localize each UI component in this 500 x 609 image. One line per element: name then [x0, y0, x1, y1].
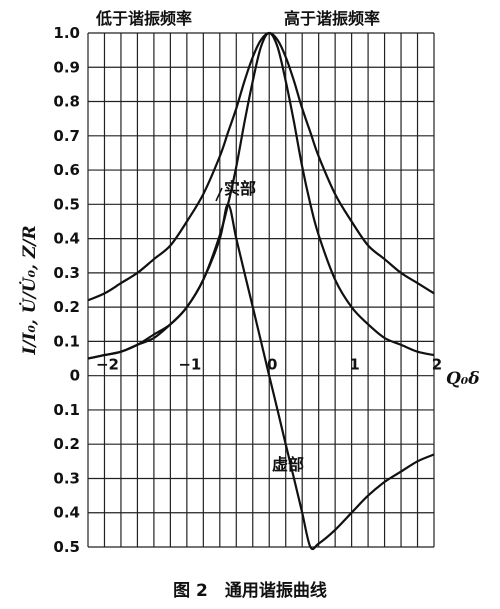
- real-part-leader: [215, 187, 223, 202]
- grid: [87, 32, 435, 548]
- y-tick-label-3: 0.7: [53, 127, 80, 145]
- x-tick-label-3: 1: [349, 356, 359, 374]
- y-tick-label-8: 0.2: [53, 298, 80, 316]
- series-line-0: [87, 31, 435, 302]
- y-tick-label-15: 0.5: [53, 538, 80, 556]
- figure-caption: 图 2 通用谐振曲线: [173, 580, 327, 601]
- y-tick-label-12: 0.2: [53, 435, 80, 453]
- annotation-imag-part: 虚部: [272, 455, 304, 474]
- y-tick-label-1: 0.9: [53, 58, 80, 76]
- x-tick-label-0: −2: [96, 356, 119, 374]
- annotation-above-resonance: 高于谐振频率: [284, 9, 380, 28]
- y-tick-label-9: 0.1: [53, 332, 80, 350]
- y-tick-label-11: 0.1: [53, 401, 80, 419]
- y-tick-label-5: 0.5: [53, 195, 80, 213]
- curves: [87, 31, 435, 551]
- x-tick-label-2: 0: [267, 356, 277, 374]
- y-tick-label-13: 0.3: [53, 469, 80, 487]
- y-tick-label-14: 0.4: [53, 504, 80, 522]
- x-tick-label-4: 2: [432, 356, 442, 374]
- series-line-1: [87, 31, 435, 360]
- y-tick-label-0: 1.0: [53, 24, 80, 42]
- y-tick-label-2: 0.8: [53, 93, 80, 111]
- x-tick-label-1: −1: [178, 356, 201, 374]
- y-tick-label-4: 0.6: [53, 161, 80, 179]
- series-line-2: [87, 203, 435, 551]
- y-tick-label-6: 0.4: [53, 230, 80, 248]
- x-axis-label: Q₀δ: [446, 369, 480, 389]
- annotation-below-resonance: 低于谐振频率: [95, 9, 192, 28]
- y-tick-label-10: 0: [70, 367, 80, 385]
- y-tick-labels: 1.0 0.9 0.8 0.7 0.6 0.5 0.4 0.3 0.2 0.1 0 0.1 0.2 0.3…: [53, 24, 80, 556]
- x-tick-labels: −2 −1 0 1 2: [96, 356, 442, 374]
- y-tick-label-7: 0.3: [53, 264, 80, 282]
- annotation-real-part: 实部: [224, 179, 256, 198]
- y-axis-label: I/I₀, U̇/U̇₀, Z/R: [20, 225, 40, 355]
